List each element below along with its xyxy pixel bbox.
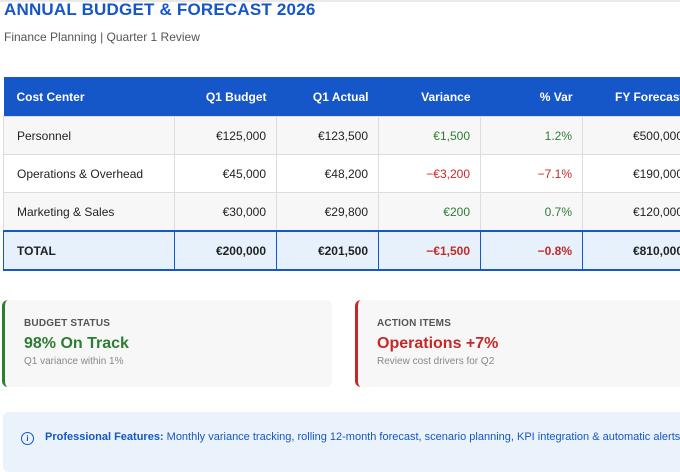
features-heading: Professional Features: (45, 431, 164, 443)
column-header-q1-actual: Q1 Actual (277, 77, 379, 117)
total-pct-var: −0.8% (481, 231, 583, 270)
cell-fy-forecast: €500,000 (583, 117, 680, 155)
column-header-cost-center: Cost Center (4, 77, 175, 117)
cell-cost-center: Operations & Overhead (4, 155, 175, 193)
budget-status-note: Q1 variance within 1% (24, 356, 332, 367)
cell-cost-center: Personnel (4, 117, 175, 155)
column-header-pct-var: % Var (481, 77, 583, 117)
table-row: Operations & Overhead €45,000 €48,200 −€… (4, 155, 680, 193)
action-items-value: Operations +7% (377, 335, 680, 353)
cell-cost-center: Marketing & Sales (4, 193, 175, 232)
action-items-card: ACTION ITEMS Operations +7% Review cost … (355, 300, 680, 387)
budget-status-label: BUDGET STATUS (24, 318, 332, 329)
action-items-label: ACTION ITEMS (377, 318, 680, 329)
features-info-box: i Professional Features: Monthly varianc… (3, 412, 680, 472)
features-text: Monthly variance tracking, rolling 12-mo… (164, 431, 680, 443)
table-row: Personnel €125,000 €123,500 €1,500 1.2% … (4, 117, 680, 155)
cell-q1-budget: €125,000 (175, 117, 277, 155)
total-cost-center: TOTAL (4, 231, 175, 270)
cell-variance: €200 (379, 193, 481, 232)
cell-fy-forecast: €190,000 (583, 155, 680, 193)
action-items-note: Review cost drivers for Q2 (377, 356, 680, 367)
column-header-variance: Variance (379, 77, 481, 117)
budget-status-value: 98% On Track (24, 335, 332, 353)
table-total-row: TOTAL €200,000 €201,500 −€1,500 −0.8% €8… (4, 231, 680, 270)
cell-q1-actual: €48,200 (277, 155, 379, 193)
cell-q1-actual: €29,800 (277, 193, 379, 232)
total-q1-budget: €200,000 (175, 231, 277, 270)
cell-variance: −€3,200 (379, 155, 481, 193)
column-header-q1-budget: Q1 Budget (175, 77, 277, 117)
cell-q1-budget: €30,000 (175, 193, 277, 232)
page-title: ANNUAL BUDGET & FORECAST 2026 (4, 0, 316, 20)
cell-q1-actual: €123,500 (277, 117, 379, 155)
cell-variance: €1,500 (379, 117, 481, 155)
cell-q1-budget: €45,000 (175, 155, 277, 193)
cell-pct-var: −7.1% (481, 155, 583, 193)
total-fy-forecast: €810,000 (583, 231, 680, 270)
budget-status-card: BUDGET STATUS 98% On Track Q1 variance w… (2, 300, 332, 387)
table-row: Marketing & Sales €30,000 €29,800 €200 0… (4, 193, 680, 232)
page-subtitle: Finance Planning | Quarter 1 Review (4, 30, 200, 44)
total-q1-actual: €201,500 (277, 231, 379, 270)
total-variance: −€1,500 (379, 231, 481, 270)
cell-fy-forecast: €120,000 (583, 193, 680, 232)
cell-pct-var: 0.7% (481, 193, 583, 232)
column-header-fy-forecast: FY Forecast (583, 77, 680, 117)
cell-pct-var: 1.2% (481, 117, 583, 155)
budget-table: Cost Center Q1 Budget Q1 Actual Variance… (3, 77, 680, 271)
table-header-row: Cost Center Q1 Budget Q1 Actual Variance… (4, 77, 680, 117)
info-icon: i (21, 432, 34, 445)
